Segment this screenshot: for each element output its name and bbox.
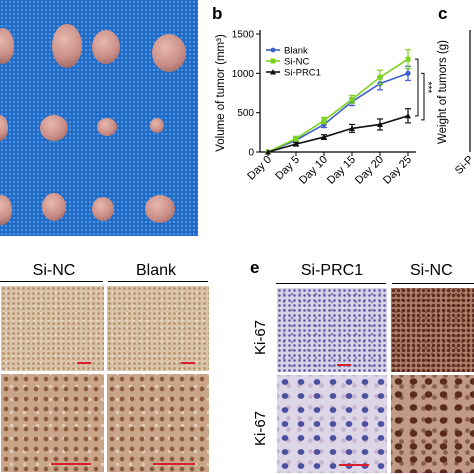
panel-letter-b: b bbox=[212, 4, 223, 23]
data-point bbox=[377, 74, 383, 80]
legend-marker bbox=[270, 69, 276, 75]
y-tick-label: 1500 bbox=[232, 30, 255, 41]
c-y-axis-label: Weight of tumors (g) bbox=[437, 40, 449, 144]
scale-bar bbox=[77, 362, 91, 364]
header-underline bbox=[0, 281, 103, 282]
tumor bbox=[97, 118, 117, 136]
x-tick-label: Day 10 bbox=[297, 154, 330, 187]
tumor bbox=[40, 115, 68, 141]
ihc-image-blank-high-mag bbox=[106, 373, 210, 473]
tumor bbox=[0, 28, 14, 64]
c-x-tick-label: Si-P bbox=[453, 154, 474, 177]
x-tick-label: Day 15 bbox=[325, 154, 358, 187]
weight-bar-chart: Weight of tumors (g) Si-P bbox=[437, 30, 474, 177]
series-line bbox=[267, 58, 409, 153]
scale-bar bbox=[337, 364, 351, 366]
ihc-image-si-prc1-high-mag bbox=[276, 374, 388, 474]
ihc-image-si-nc-high-mag bbox=[0, 373, 105, 473]
y-axis-label: Volume of tumor (mm³) bbox=[215, 34, 227, 152]
tumor bbox=[92, 197, 114, 221]
ihc-image-si-nc-ki67-high-mag bbox=[390, 374, 474, 474]
tumor bbox=[0, 115, 8, 141]
panel-letter-e: e bbox=[250, 258, 260, 277]
scale-bar bbox=[153, 463, 195, 465]
scale-bar bbox=[51, 463, 91, 465]
tumor bbox=[152, 34, 186, 72]
legend-label: Si-PRC1 bbox=[284, 68, 321, 79]
data-point bbox=[293, 136, 299, 142]
column-title-blank-d: Blank bbox=[135, 262, 177, 279]
data-point bbox=[349, 125, 355, 131]
data-point bbox=[405, 70, 411, 76]
tumor bbox=[145, 195, 175, 223]
data-point bbox=[321, 134, 327, 140]
tumor-photo bbox=[0, 0, 198, 236]
scale-bar bbox=[181, 362, 195, 364]
header-underline bbox=[108, 281, 208, 282]
data-point bbox=[405, 112, 411, 119]
column-title-si-nc-e: Si-NC bbox=[410, 262, 453, 279]
data-point bbox=[405, 56, 411, 62]
header-underline bbox=[276, 283, 386, 284]
ihc-image-si-nc-low-mag bbox=[0, 285, 105, 372]
significance-label: *** bbox=[428, 95, 432, 107]
tumor bbox=[42, 193, 66, 221]
row-label-ki67-top: Ki-67 bbox=[252, 319, 269, 355]
data-point bbox=[377, 121, 383, 127]
legend-marker bbox=[270, 58, 276, 64]
y-tick-label: 0 bbox=[248, 148, 254, 159]
tumor bbox=[92, 30, 120, 64]
significance-label: *** bbox=[422, 82, 432, 94]
y-tick-label: 500 bbox=[237, 108, 254, 119]
series-line bbox=[267, 72, 409, 153]
ihc-image-blank-low-mag bbox=[106, 285, 210, 372]
tumor bbox=[52, 24, 82, 68]
series-line bbox=[267, 115, 409, 153]
header-underline bbox=[392, 283, 474, 284]
significance-bracket bbox=[415, 58, 419, 117]
data-point bbox=[265, 149, 271, 155]
y-tick-label: 1000 bbox=[232, 69, 255, 80]
data-point bbox=[321, 118, 327, 124]
legend-label: Blank bbox=[284, 46, 308, 57]
legend-marker bbox=[270, 47, 276, 53]
column-title-si-nc-d: Si-NC bbox=[32, 262, 76, 279]
row-label-ki67-bottom: Ki-67 bbox=[252, 410, 269, 446]
data-point bbox=[349, 96, 355, 102]
x-tick-label: Day 20 bbox=[353, 154, 386, 187]
x-tick-label: Day 25 bbox=[381, 154, 414, 187]
tumor bbox=[150, 118, 164, 133]
data-point bbox=[293, 141, 299, 147]
column-title-si-prc1-e: Si-PRC1 bbox=[300, 262, 364, 279]
scale-bar bbox=[339, 464, 369, 466]
panel-letter-c: c bbox=[438, 4, 448, 23]
significance-bracket bbox=[421, 72, 425, 121]
ihc-image-si-prc1-low-mag bbox=[276, 287, 388, 373]
tumor bbox=[0, 195, 12, 225]
ihc-image-si-nc-ki67-low-mag bbox=[390, 287, 474, 373]
legend-label: Si-NC bbox=[284, 57, 309, 68]
